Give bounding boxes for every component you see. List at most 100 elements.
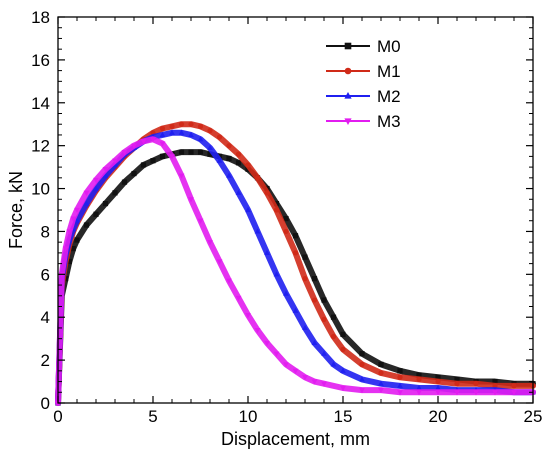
data-point	[435, 390, 441, 396]
data-point	[178, 173, 185, 179]
data-point	[397, 390, 403, 396]
data-point	[140, 162, 147, 168]
data-point	[207, 144, 213, 150]
data-point	[216, 134, 223, 140]
data-point	[416, 390, 422, 396]
data-point	[311, 276, 318, 282]
data-point	[254, 228, 261, 234]
data-point	[340, 367, 346, 373]
legend-label: M1	[377, 62, 401, 81]
data-point	[150, 137, 156, 143]
data-point	[283, 290, 289, 296]
data-point	[70, 216, 77, 222]
data-point	[359, 376, 365, 382]
data-point	[62, 246, 69, 252]
x-tick-label: 5	[148, 407, 157, 426]
data-point	[216, 259, 223, 265]
data-point	[292, 250, 299, 256]
data-point	[321, 381, 327, 387]
data-point	[311, 297, 318, 303]
data-point	[188, 197, 194, 203]
data-point	[292, 368, 299, 374]
data-point	[74, 207, 80, 214]
series-line	[55, 121, 536, 406]
data-point	[207, 151, 213, 157]
data-point	[473, 381, 479, 387]
data-point	[311, 339, 318, 346]
data-point	[159, 131, 166, 138]
data-point	[102, 200, 109, 207]
data-point	[378, 361, 384, 367]
x-tick-label: 10	[239, 407, 258, 426]
data-point	[359, 388, 365, 394]
data-point	[102, 167, 109, 173]
data-point	[216, 157, 223, 163]
data-point	[283, 215, 289, 222]
data-point	[340, 331, 346, 337]
plot-frame	[57, 16, 534, 404]
data-point	[454, 381, 460, 387]
legend-item-m1: M1	[326, 62, 401, 81]
data-point	[273, 271, 280, 277]
data-point	[378, 380, 384, 386]
data-point	[359, 361, 365, 367]
series-line	[55, 129, 536, 406]
data-point	[273, 200, 280, 207]
legend-swatch-marker	[344, 42, 352, 50]
y-tick-label: 4	[41, 308, 50, 327]
series-layer	[55, 121, 536, 407]
data-point	[66, 229, 73, 235]
data-point	[178, 149, 185, 155]
data-point	[416, 384, 422, 391]
data-point	[273, 351, 280, 357]
data-point	[245, 162, 251, 168]
data-point	[378, 370, 384, 376]
data-point	[188, 121, 194, 127]
data-point	[226, 172, 232, 178]
data-point	[340, 346, 346, 352]
data-point	[302, 375, 308, 381]
data-point	[359, 351, 365, 357]
data-point	[397, 374, 403, 380]
series-m1	[55, 121, 536, 406]
data-point	[330, 333, 337, 340]
data-point	[511, 383, 517, 389]
data-point	[292, 233, 299, 239]
data-point	[226, 155, 232, 162]
data-point	[492, 378, 498, 385]
series-line	[55, 149, 536, 406]
legend-swatch-marker	[344, 67, 352, 75]
data-point	[321, 316, 327, 322]
legend-item-m0: M0	[326, 37, 401, 56]
data-point	[226, 143, 232, 149]
y-axis-title: Force, kN	[6, 171, 26, 249]
data-point	[511, 390, 517, 396]
series-m3	[55, 136, 536, 407]
y-tick-label: 12	[31, 137, 50, 156]
data-point	[102, 172, 109, 178]
data-point	[254, 175, 261, 181]
y-tick-label: 8	[41, 222, 50, 241]
data-point	[311, 379, 318, 385]
data-point	[169, 129, 175, 135]
data-point	[83, 200, 90, 206]
data-point	[93, 185, 99, 191]
data-point	[283, 228, 289, 235]
y-tick-label: 6	[41, 265, 50, 284]
data-point	[321, 350, 327, 356]
data-point	[197, 149, 204, 155]
data-point	[264, 340, 270, 347]
data-point	[245, 206, 251, 213]
data-point	[83, 222, 90, 228]
data-point	[302, 324, 308, 331]
data-point	[74, 237, 80, 243]
data-point	[235, 160, 242, 166]
legend-swatch-marker	[344, 92, 352, 99]
x-tick-label: 25	[524, 407, 543, 426]
data-point	[121, 179, 128, 185]
legend-item-m3: M3	[326, 112, 401, 131]
data-point	[492, 390, 498, 396]
data-point	[473, 390, 479, 396]
data-point	[131, 143, 137, 149]
data-point	[264, 249, 270, 255]
